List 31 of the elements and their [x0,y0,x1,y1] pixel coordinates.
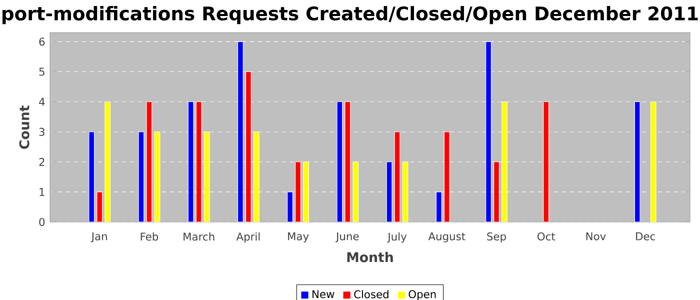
y-tick-label: 0 [39,218,45,226]
x-tick-label: Sep [487,232,506,243]
bar [486,41,492,222]
legend-label: Open [408,290,436,300]
bar [303,162,309,222]
y-tick-label: 6 [39,38,45,46]
x-tick-label: Jan [90,232,107,242]
chart-title: port-modifications Requests Created/Closed/Open December 2011 [2,6,698,24]
y-tick-label: 1 [40,188,44,196]
bar [254,132,260,222]
y-tick-label: 4 [39,98,45,106]
x-tick-label: Dec [636,232,656,240]
y-axis-title: Count [19,105,30,149]
x-tick-label: May [288,232,309,242]
x-tick-label: August [428,232,466,242]
x-tick-label: Nov [586,232,606,240]
bar [502,102,508,222]
x-tick-label: July [387,232,407,243]
bar [238,41,244,222]
x-axis-title: Month [347,252,393,262]
y-tick-label: 3 [39,128,44,136]
x-tick-label: March [184,232,214,241]
y-tick-label: 5 [39,68,44,76]
x-tick-label: Oct [538,232,556,240]
bar [287,192,293,222]
legend-label: New [312,290,334,298]
x-tick-label: April [236,232,260,243]
legend-label: Closed [354,290,388,298]
x-tick-label: Feb [140,232,158,241]
y-tick-label: 2 [39,158,44,166]
x-tick-label: June [336,232,359,242]
